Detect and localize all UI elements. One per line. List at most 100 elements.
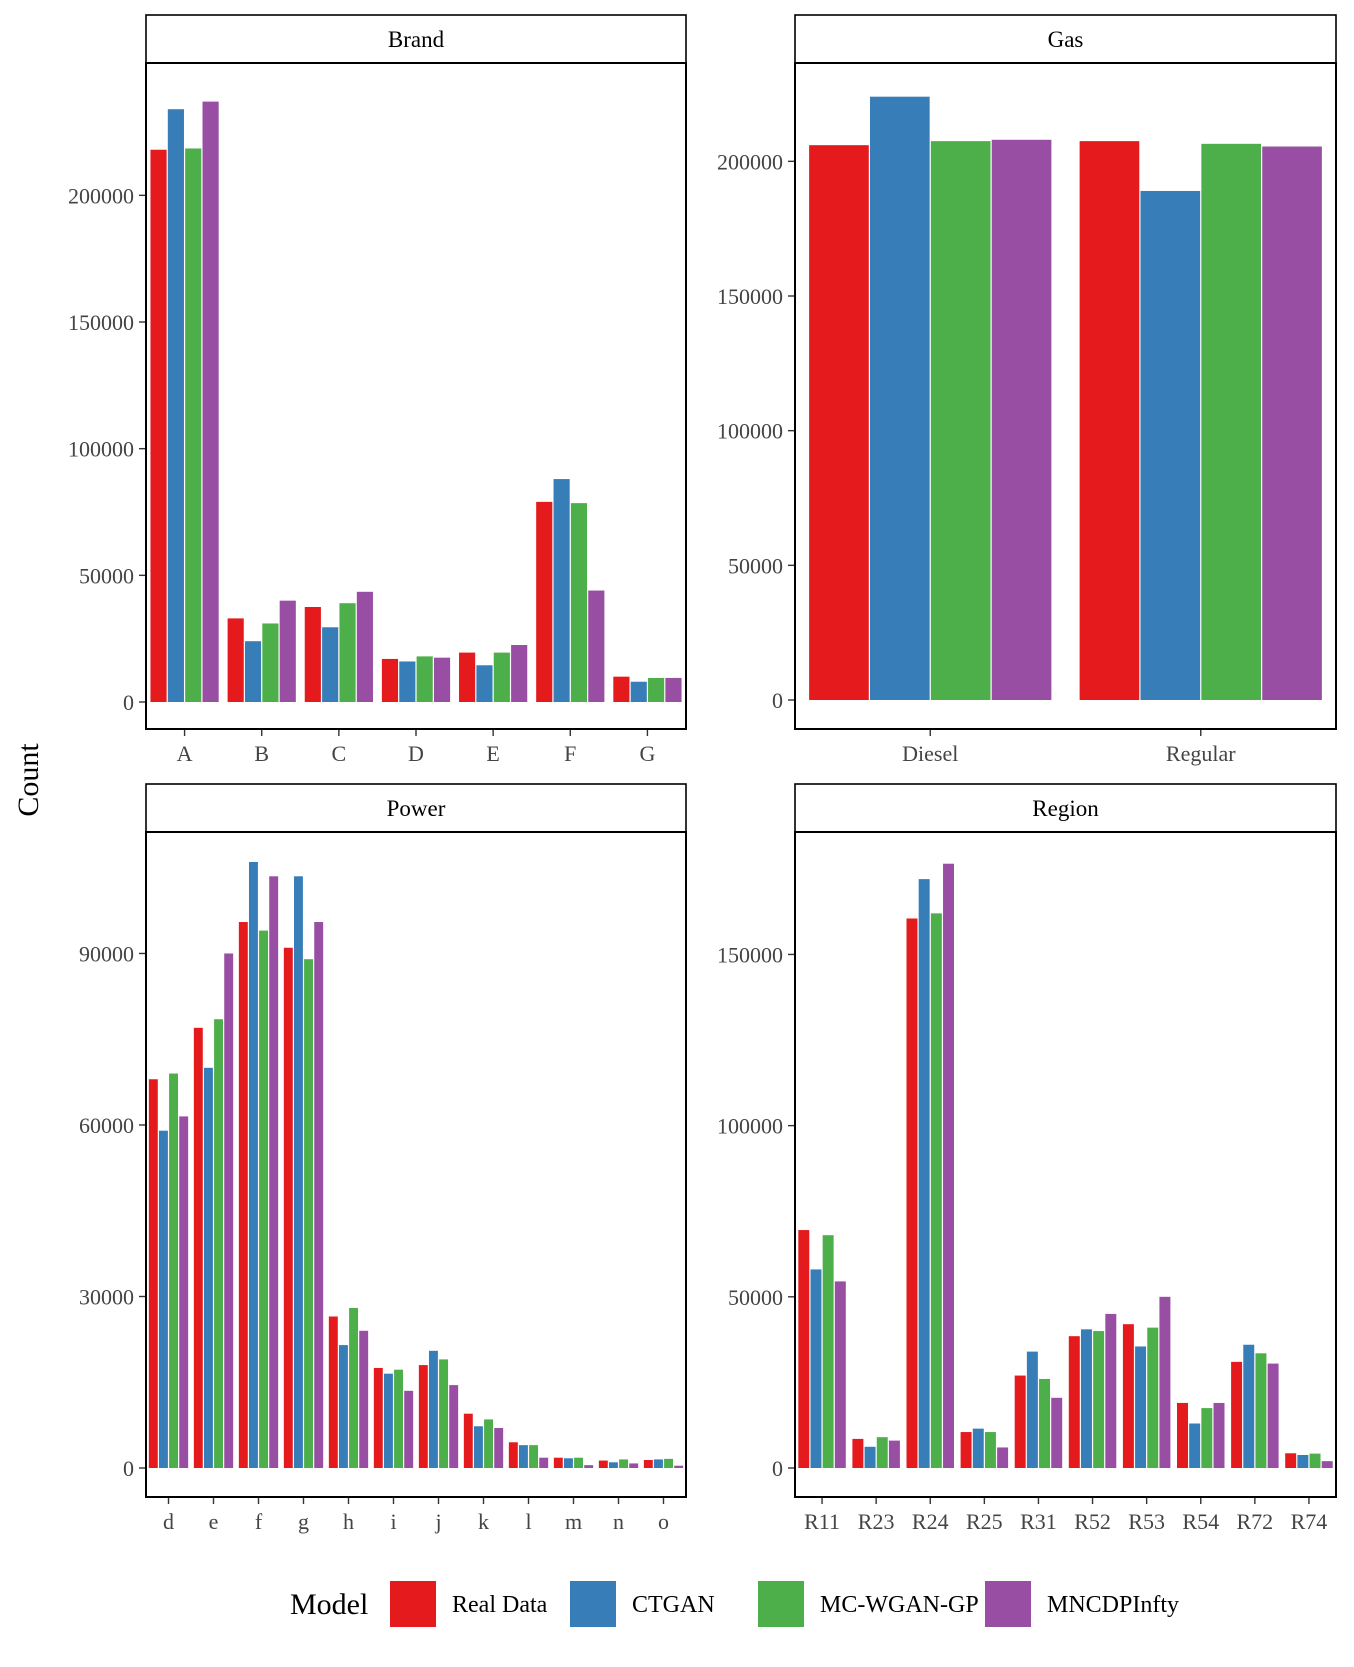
- bar-brand-A-mc-wgan-gp: [185, 148, 202, 702]
- bar-brand-C-ctgan: [322, 627, 339, 702]
- bar-region-R54-mncdpinfty: [1213, 1402, 1225, 1468]
- bar-brand-G-mc-wgan-gp: [648, 677, 665, 702]
- bar-power-h-mncdpinfty: [359, 1330, 369, 1468]
- bar-power-k-real-data: [463, 1413, 473, 1468]
- bar-power-h-real-data: [328, 1316, 338, 1468]
- bar-region-R72-real-data: [1231, 1361, 1243, 1468]
- strip-title-region: Region: [1032, 796, 1099, 821]
- bar-region-R23-ctgan: [864, 1446, 876, 1468]
- x-tick-label-region: R54: [1182, 1509, 1219, 1534]
- bar-region-R74-real-data: [1285, 1453, 1297, 1468]
- bar-brand-A-real-data: [150, 149, 167, 702]
- bar-power-n-real-data: [598, 1460, 608, 1468]
- bar-brand-A-mncdpinfty: [202, 101, 219, 703]
- x-tick-label-power: f: [255, 1509, 263, 1534]
- bar-power-d-mc-wgan-gp: [169, 1073, 179, 1468]
- legend-key-mncdpinfty: [985, 1581, 1031, 1627]
- bar-power-o-mncdpinfty: [674, 1465, 684, 1468]
- bar-gas-Diesel-real-data: [809, 145, 869, 700]
- bar-region-R53-mncdpinfty: [1159, 1296, 1171, 1468]
- legend-label-ctgan: CTGAN: [632, 1592, 715, 1618]
- bar-brand-D-ctgan: [399, 661, 416, 702]
- bar-brand-E-mncdpinfty: [511, 645, 528, 702]
- bar-region-R72-mc-wgan-gp: [1255, 1353, 1267, 1468]
- y-tick-label-power: 90000: [79, 941, 134, 966]
- bar-gas-Regular-real-data: [1079, 141, 1140, 701]
- bar-region-R25-mncdpinfty: [997, 1447, 1009, 1468]
- bar-brand-A-ctgan: [167, 109, 184, 702]
- bar-power-k-mc-wgan-gp: [484, 1419, 494, 1468]
- x-tick-label-brand: F: [564, 741, 576, 766]
- y-axis-label: Count: [12, 743, 45, 817]
- bar-power-n-ctgan: [608, 1462, 618, 1468]
- bar-power-n-mncdpinfty: [629, 1463, 639, 1468]
- bar-power-m-mncdpinfty: [584, 1465, 594, 1468]
- bar-power-f-ctgan: [248, 862, 258, 1468]
- bar-power-h-mc-wgan-gp: [349, 1307, 359, 1468]
- strip-brand: [145, 14, 687, 64]
- bar-brand-C-mncdpinfty: [356, 591, 373, 702]
- x-tick-label-region: R25: [966, 1509, 1003, 1534]
- bar-region-R54-ctgan: [1189, 1423, 1201, 1468]
- legend-item-ctgan: CTGAN: [570, 1581, 715, 1627]
- x-tick-label-power: i: [390, 1509, 396, 1534]
- bar-region-R52-mc-wgan-gp: [1093, 1331, 1105, 1468]
- bar-region-R53-mc-wgan-gp: [1147, 1327, 1159, 1468]
- bar-power-l-mncdpinfty: [539, 1457, 549, 1468]
- x-tick-label-region: R74: [1291, 1509, 1328, 1534]
- legend-label-mncdpinfty: MNCDPInfty: [1047, 1592, 1179, 1618]
- bar-power-j-real-data: [418, 1365, 428, 1468]
- bar-gas-Diesel-ctgan: [869, 96, 930, 700]
- panel-region: Region R11 R23 R24 R25 R31 R52 R53 R54 R72 R74 0 500…: [717, 783, 1337, 1534]
- bar-power-i-mc-wgan-gp: [394, 1369, 404, 1468]
- bar-region-R52-mncdpinfty: [1105, 1313, 1117, 1468]
- bar-region-R53-ctgan: [1135, 1346, 1147, 1468]
- x-tick-label-region: R11: [804, 1509, 840, 1534]
- y-tick-label-brand: 100000: [68, 437, 134, 462]
- bar-power-j-mncdpinfty: [449, 1385, 459, 1468]
- bar-region-R11-real-data: [798, 1230, 810, 1468]
- bar-brand-F-mncdpinfty: [588, 590, 605, 702]
- bar-region-R31-real-data: [1014, 1375, 1026, 1468]
- panel-border-power: [145, 831, 687, 1498]
- bar-region-R25-mc-wgan-gp: [984, 1432, 996, 1468]
- x-tick-label-brand: G: [639, 741, 655, 766]
- bar-power-g-real-data: [283, 947, 293, 1468]
- legend-title: Model: [290, 1588, 368, 1621]
- bar-region-R54-mc-wgan-gp: [1201, 1408, 1213, 1468]
- bar-power-h-ctgan: [338, 1345, 348, 1468]
- legend-item-mc-wgan-gp: MC-WGAN-GP: [758, 1581, 979, 1627]
- strip-region: [794, 783, 1337, 833]
- y-tick-label-brand: 0: [123, 690, 134, 715]
- bar-region-R31-mncdpinfty: [1051, 1397, 1063, 1468]
- bar-brand-C-mc-wgan-gp: [339, 603, 356, 702]
- x-tick-label-gas: Regular: [1166, 741, 1236, 766]
- x-tick-label-region: R31: [1020, 1509, 1057, 1534]
- bar-power-f-mc-wgan-gp: [259, 930, 269, 1468]
- x-tick-label-region: R72: [1237, 1509, 1274, 1534]
- bar-power-k-ctgan: [473, 1426, 483, 1468]
- x-tick-label-power: o: [658, 1509, 669, 1534]
- x-tick-label-brand: C: [332, 741, 347, 766]
- bar-gas-Diesel-mc-wgan-gp: [930, 141, 991, 701]
- panel-power: Power d e f g h i j k l m n o 0 30000 60000 90000: [79, 783, 687, 1534]
- bar-brand-D-mncdpinfty: [433, 657, 451, 702]
- bar-power-e-mc-wgan-gp: [214, 1019, 224, 1468]
- x-tick-label-power: l: [525, 1509, 531, 1534]
- legend-label-mc-wgan-gp: MC-WGAN-GP: [820, 1592, 979, 1618]
- bar-power-g-mncdpinfty: [314, 922, 324, 1468]
- panel-border-region: [794, 831, 1337, 1498]
- bar-brand-E-mc-wgan-gp: [493, 652, 510, 702]
- bar-power-f-mncdpinfty: [269, 876, 279, 1468]
- bar-brand-E-ctgan: [476, 665, 493, 702]
- bar-region-R72-mncdpinfty: [1267, 1363, 1279, 1468]
- legend: Model Real Data CTGAN MC-WGAN-GP MNCDPInfty: [290, 1581, 1179, 1627]
- bar-gas-Regular-mc-wgan-gp: [1201, 143, 1262, 700]
- y-tick-label-gas: 0: [772, 688, 783, 713]
- bar-brand-G-ctgan: [630, 681, 647, 702]
- bar-power-f-real-data: [238, 922, 248, 1468]
- bar-power-l-mc-wgan-gp: [529, 1445, 539, 1468]
- y-tick-label-region: 50000: [728, 1285, 783, 1310]
- x-tick-label-brand: E: [486, 741, 499, 766]
